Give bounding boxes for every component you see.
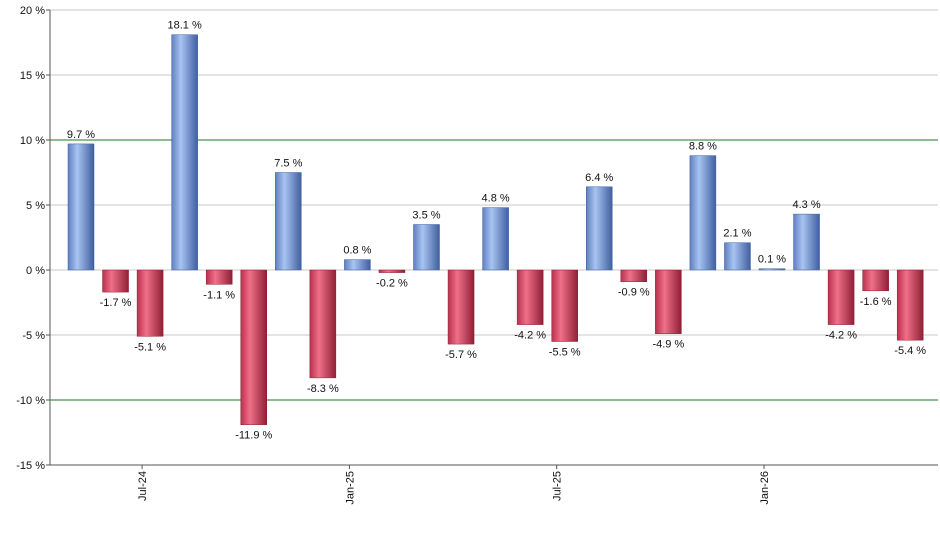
data-label: -1.1 % — [203, 289, 235, 301]
bars — [67, 34, 924, 425]
reference-lines — [50, 139, 938, 401]
y-tick-label: -10 % — [16, 395, 45, 407]
bar — [205, 269, 233, 285]
data-label: -0.2 % — [376, 278, 408, 290]
data-label: 18.1 % — [168, 20, 202, 32]
data-label: -1.6 % — [860, 296, 892, 308]
data-label: 8.8 % — [689, 141, 717, 153]
data-label: -4.2 % — [514, 330, 546, 342]
bar — [724, 242, 751, 271]
bar — [827, 269, 855, 325]
bar — [447, 269, 475, 345]
x-tick-label: Jul-25 — [552, 471, 564, 501]
bar — [413, 224, 440, 271]
data-label: 3.5 % — [412, 210, 440, 222]
y-tick-label: 10 % — [20, 135, 45, 147]
bar — [102, 269, 129, 293]
data-label: 0.1 % — [758, 254, 786, 266]
bar — [171, 34, 198, 271]
x-tick-label: Jan-26 — [759, 471, 771, 505]
bar — [689, 155, 717, 271]
bar — [551, 269, 578, 342]
bar — [309, 269, 337, 379]
bar — [896, 269, 924, 341]
data-label: -5.1 % — [134, 341, 166, 353]
y-tick-label: 5 % — [26, 200, 45, 212]
bar — [620, 269, 648, 282]
data-label: -5.4 % — [894, 345, 926, 357]
axes — [46, 9, 938, 469]
data-label: -0.9 % — [618, 287, 650, 299]
data-label: -1.7 % — [100, 297, 132, 309]
x-tick-label: Jul-24 — [137, 471, 149, 501]
data-label: 6.4 % — [585, 172, 613, 184]
x-tick-label: Jan-25 — [344, 471, 356, 505]
data-label: 2.1 % — [723, 228, 751, 240]
data-label: 0.8 % — [343, 245, 371, 257]
bar — [344, 259, 371, 271]
y-tick-label: -15 % — [16, 460, 45, 472]
data-label: 9.7 % — [67, 129, 95, 141]
data-label: -8.3 % — [307, 383, 339, 395]
bar — [67, 143, 95, 271]
y-tick-label: 15 % — [20, 70, 45, 82]
data-label: -5.5 % — [549, 347, 581, 359]
data-labels: 9.7 % -1.7 % -5.1 % 18.1 % -1.1 % -11.9 % 7.5 … — [67, 20, 926, 442]
bar — [275, 172, 302, 271]
data-label: 7.5 % — [274, 158, 302, 170]
bar — [482, 207, 509, 271]
y-tick-label: -5 % — [22, 330, 45, 342]
data-label: -11.9 % — [235, 430, 272, 442]
bar — [516, 269, 544, 325]
bar — [862, 269, 889, 292]
y-tick-label: 20 % — [20, 5, 45, 17]
bar — [655, 269, 682, 334]
data-label: -4.9 % — [652, 339, 684, 351]
bar — [793, 213, 820, 271]
bar — [136, 269, 164, 337]
bar — [378, 269, 406, 273]
y-tick-label: 0 % — [26, 265, 45, 277]
bar — [586, 186, 613, 271]
data-label: -5.7 % — [445, 349, 477, 361]
bar — [240, 269, 267, 425]
bar — [758, 268, 786, 271]
data-label: 4.3 % — [792, 199, 820, 211]
x-tick-labels: Jul-24 Jan-25 Jul-25 Jan-26 — [137, 471, 771, 505]
data-label: -4.2 % — [825, 330, 857, 342]
y-tick-labels: 20 % 15 % 10 % 5 % 0 % -5 % -10 % -15 % — [16, 5, 45, 472]
data-label: 4.8 % — [482, 193, 510, 205]
